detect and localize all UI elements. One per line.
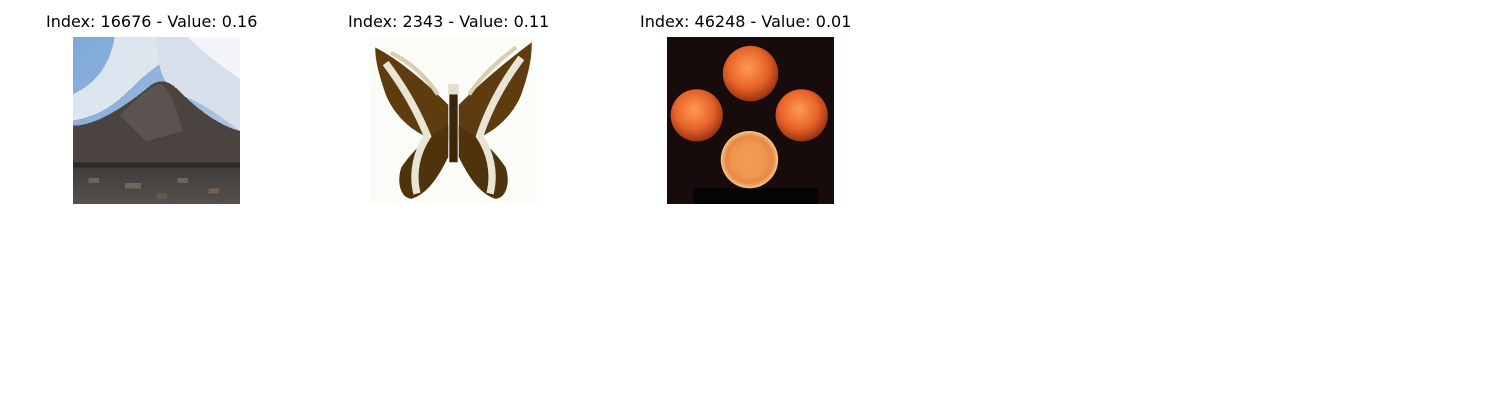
panel-title-2: Index: 2343 - Value: 0.11 bbox=[348, 12, 550, 31]
oranges-image bbox=[667, 37, 834, 204]
butterfly-image bbox=[370, 37, 537, 204]
panel-title-3: Index: 46248 - Value: 0.01 bbox=[640, 12, 852, 31]
panel-title-1: Index: 16676 - Value: 0.16 bbox=[46, 12, 258, 31]
mountain-landscape-image bbox=[73, 37, 240, 204]
